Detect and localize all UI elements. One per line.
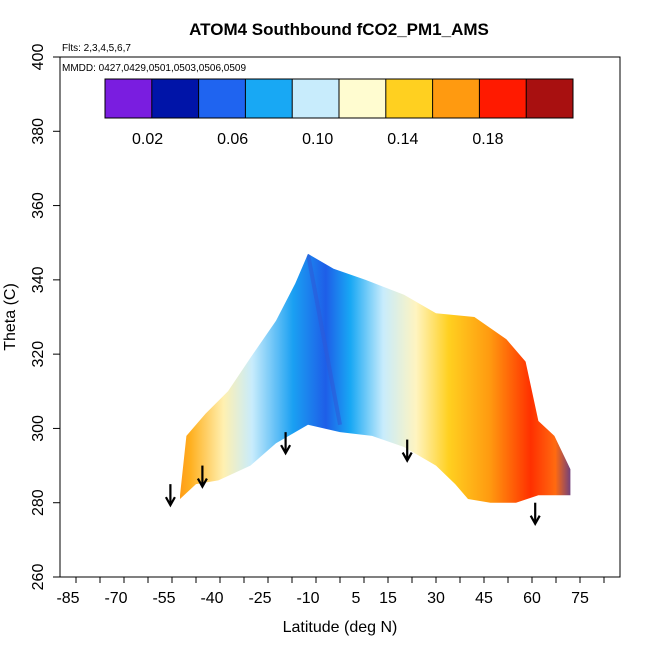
x-tick-label: 30 bbox=[427, 590, 445, 607]
colorbar-segment bbox=[526, 79, 574, 118]
x-tick-label: 45 bbox=[475, 590, 493, 607]
x-tick-label: 5 bbox=[352, 590, 361, 607]
colorbar-segment bbox=[245, 79, 293, 118]
y-tick-label: 280 bbox=[30, 489, 47, 516]
y-axis: 260 280 300 320 340 360 380 400 bbox=[30, 44, 60, 591]
colorbar-segment bbox=[339, 79, 387, 118]
x-tick-label: -10 bbox=[296, 590, 319, 607]
down-arrow-icon bbox=[280, 432, 292, 456]
y-axis-label: Theta (C) bbox=[2, 283, 19, 351]
x-tick-label: 15 bbox=[379, 590, 397, 607]
x-tick-label: 75 bbox=[571, 590, 589, 607]
colorbar-tick-label: 0.18 bbox=[472, 131, 503, 148]
colorbar bbox=[104, 78, 574, 119]
colorbar-segment bbox=[151, 79, 200, 118]
y-tick-label: 360 bbox=[30, 192, 47, 219]
field-minimum-band bbox=[306, 253, 342, 426]
colorbar-tick-label: 0.10 bbox=[302, 131, 333, 148]
y-tick-label: 320 bbox=[30, 341, 47, 368]
field-fill bbox=[180, 253, 571, 503]
colorbar-tick-label: 0.14 bbox=[387, 131, 418, 148]
colorbar-tick-label: 0.06 bbox=[217, 131, 248, 148]
x-axis: -85 -70 -55 -40 -25 -10 5 15 30 45 60 75 bbox=[56, 577, 605, 607]
data-field bbox=[180, 253, 571, 503]
colorbar-labels: 0.02 0.06 0.10 0.14 0.18 bbox=[132, 131, 504, 148]
colorbar-segment bbox=[479, 79, 527, 118]
down-arrow-icon bbox=[164, 484, 176, 508]
x-tick-label: -25 bbox=[248, 590, 271, 607]
colorbar-segment bbox=[432, 79, 480, 118]
x-tick-label: -55 bbox=[152, 590, 175, 607]
down-arrow-icon bbox=[401, 439, 413, 463]
colorbar-segment bbox=[198, 79, 246, 118]
y-tick-label: 300 bbox=[30, 415, 47, 442]
x-axis-label: Latitude (deg N) bbox=[283, 619, 398, 636]
x-tick-label: -85 bbox=[56, 590, 79, 607]
chart-title: ATOM4 Southbound fCO2_PM1_AMS bbox=[189, 20, 489, 39]
colorbar-segment bbox=[292, 79, 340, 118]
x-tick-label: 60 bbox=[523, 590, 541, 607]
x-tick-label: -40 bbox=[200, 590, 223, 607]
y-tick-label: 340 bbox=[30, 266, 47, 293]
y-tick-label: 400 bbox=[30, 44, 47, 71]
y-tick-label: 380 bbox=[30, 118, 47, 145]
colorbar-frame bbox=[104, 78, 574, 119]
y-tick-label: 260 bbox=[30, 564, 47, 591]
colorbar-tick-label: 0.02 bbox=[132, 131, 163, 148]
colorbar-segment bbox=[385, 79, 434, 118]
down-arrow-icon bbox=[529, 502, 541, 526]
colorbar-segment bbox=[105, 79, 153, 118]
dates-label: MMDD: 0427,0429,0501,0503,0506,0509 bbox=[62, 63, 246, 74]
x-tick-label: -70 bbox=[104, 590, 127, 607]
arrow-markers bbox=[164, 432, 541, 526]
down-arrow-icon bbox=[196, 465, 208, 489]
flights-label: Flts: 2,3,4,5,6,7 bbox=[62, 43, 131, 54]
